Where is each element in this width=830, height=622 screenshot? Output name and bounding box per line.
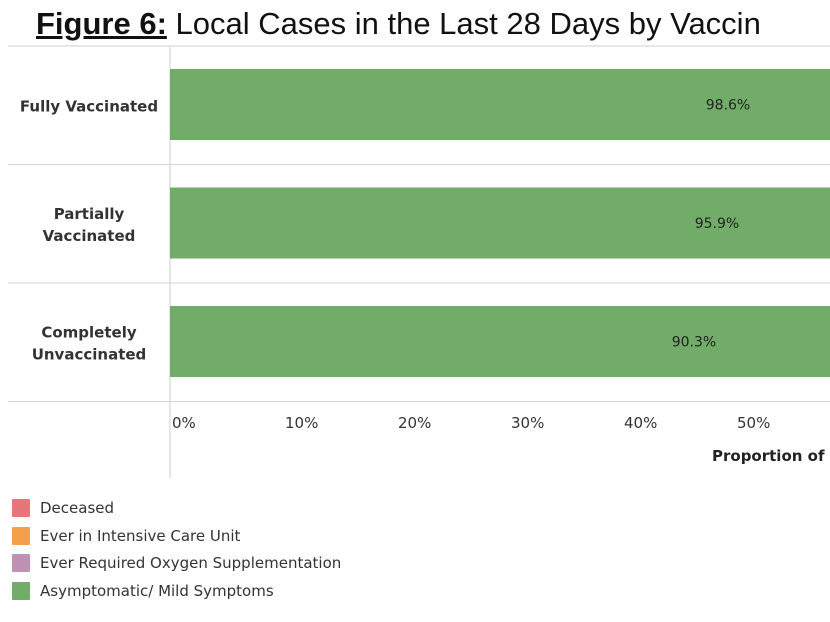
- category-label: Unvaccinated: [32, 345, 147, 363]
- x-tick-label: 20%: [398, 414, 431, 432]
- x-tick-label: 30%: [511, 414, 544, 432]
- category-label: Completely: [41, 323, 136, 341]
- legend-item: Ever Required Oxygen Supplementation: [12, 549, 341, 577]
- bar-segment: [170, 69, 830, 140]
- figure-number: Figure 6:: [36, 6, 167, 41]
- x-tick-label: 50%: [737, 414, 770, 432]
- category-label: Fully Vaccinated: [20, 97, 158, 115]
- legend-label: Ever Required Oxygen Supplementation: [40, 554, 342, 573]
- legend-swatch: [12, 526, 30, 545]
- legend-label: Ever in Intensive Care Unit: [40, 526, 241, 545]
- x-tick-label: 40%: [624, 414, 657, 432]
- chart-title: Figure 6: Local Cases in the Last 28 Day…: [36, 4, 761, 44]
- category-label: Vaccinated: [43, 227, 136, 245]
- bar-value-label: 90.3%: [672, 335, 716, 351]
- bar-chart: Fully Vaccinated 98.6% Partially Vaccinated…: [8, 45, 830, 478]
- legend-swatch: [12, 498, 30, 517]
- legend-swatch: [12, 554, 30, 573]
- bar-segment: [170, 306, 830, 377]
- x-tick-label: 0%: [172, 414, 196, 432]
- title-text: Local Cases in the Last 28 Days by Vacci…: [166, 6, 761, 41]
- x-tick-label: 10%: [285, 414, 318, 432]
- legend-swatch: [12, 581, 30, 600]
- legend-label: Asymptomatic/ Mild Symptoms: [40, 581, 274, 600]
- bar-segment: [170, 187, 830, 259]
- legend-item: Deceased: [12, 494, 341, 522]
- legend: Deceased Ever in Intensive Care Unit Ever …: [12, 494, 341, 605]
- x-axis-title: Proportion of C: [712, 447, 830, 465]
- legend-label: Deceased: [40, 498, 115, 517]
- bar-value-label: 95.9%: [695, 216, 739, 232]
- category-label: Partially: [54, 205, 125, 223]
- legend-item: Ever in Intensive Care Unit: [12, 522, 341, 550]
- legend-item: Asymptomatic/ Mild Symptoms: [12, 577, 341, 605]
- bar-value-label: 98.6%: [706, 98, 750, 114]
